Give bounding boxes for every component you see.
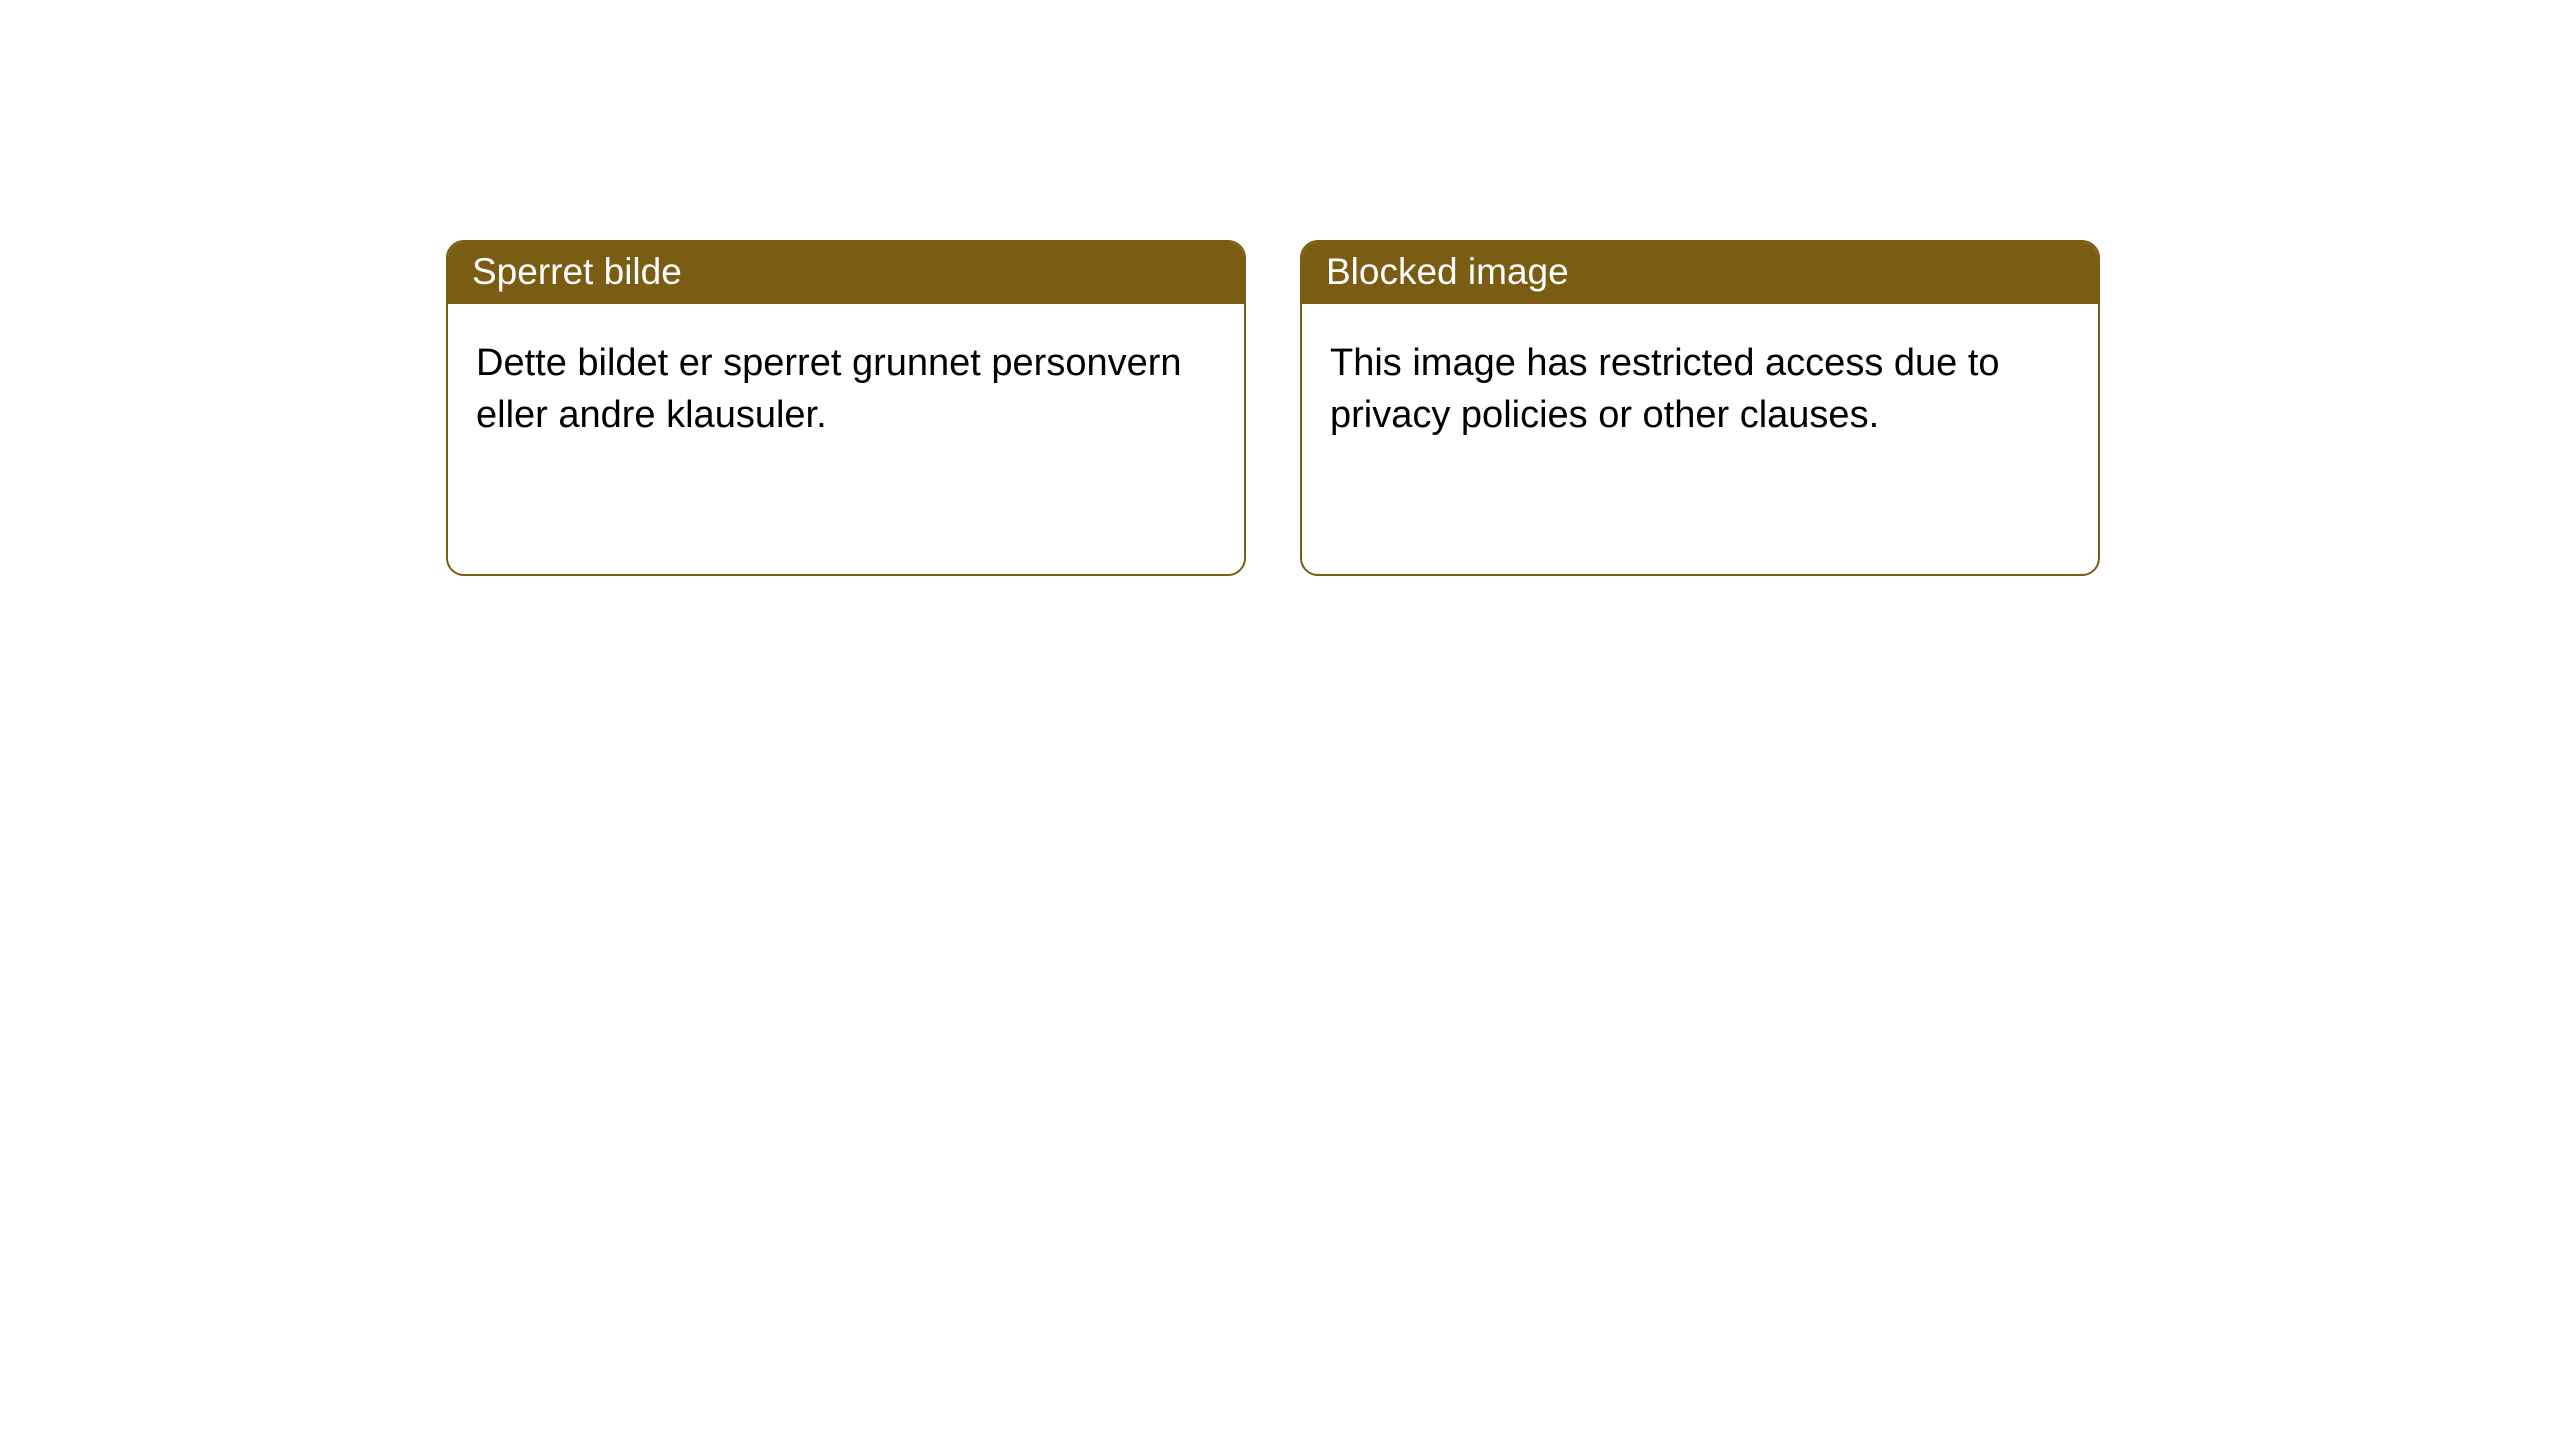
notice-title: Sperret bilde — [448, 242, 1244, 304]
notice-container: Sperret bilde Dette bildet er sperret gr… — [0, 0, 2560, 576]
notice-body: Dette bildet er sperret grunnet personve… — [448, 304, 1244, 574]
notice-body: This image has restricted access due to … — [1302, 304, 2098, 574]
notice-title: Blocked image — [1302, 242, 2098, 304]
notice-card-english: Blocked image This image has restricted … — [1300, 240, 2100, 576]
notice-card-norwegian: Sperret bilde Dette bildet er sperret gr… — [446, 240, 1246, 576]
